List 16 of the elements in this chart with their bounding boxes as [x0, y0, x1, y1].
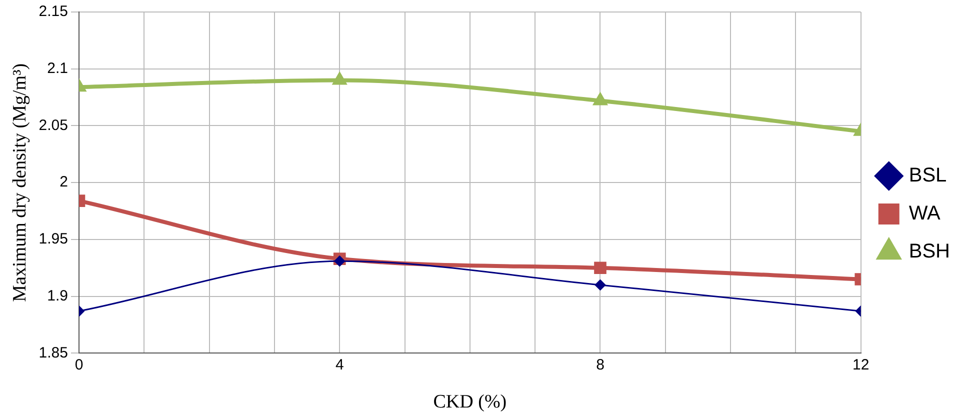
y-tick-label: 2.15 — [38, 3, 68, 20]
x-tick-label: 8 — [596, 356, 604, 374]
y-tick-label: 1.85 — [38, 344, 68, 362]
x-tick-label: 0 — [74, 356, 84, 374]
x-tick-label: 12 — [852, 356, 870, 374]
y-tick-label: 1.95 — [38, 230, 68, 248]
x-tick-label: 4 — [335, 356, 344, 374]
y-tick-label: 1.9 — [47, 287, 68, 304]
y-tick-label: 2.05 — [38, 116, 68, 134]
y-tick-label: 2.1 — [47, 60, 68, 78]
legend-label: WA — [908, 202, 942, 225]
legend-label: BSH — [908, 240, 950, 263]
y-tick-label: 2 — [60, 174, 68, 191]
x-axis-title: CKD (%) — [433, 392, 507, 413]
legend-label: BSL — [908, 164, 947, 187]
y-axis-title: Maximum dry density (Mg/m³) — [9, 63, 30, 302]
